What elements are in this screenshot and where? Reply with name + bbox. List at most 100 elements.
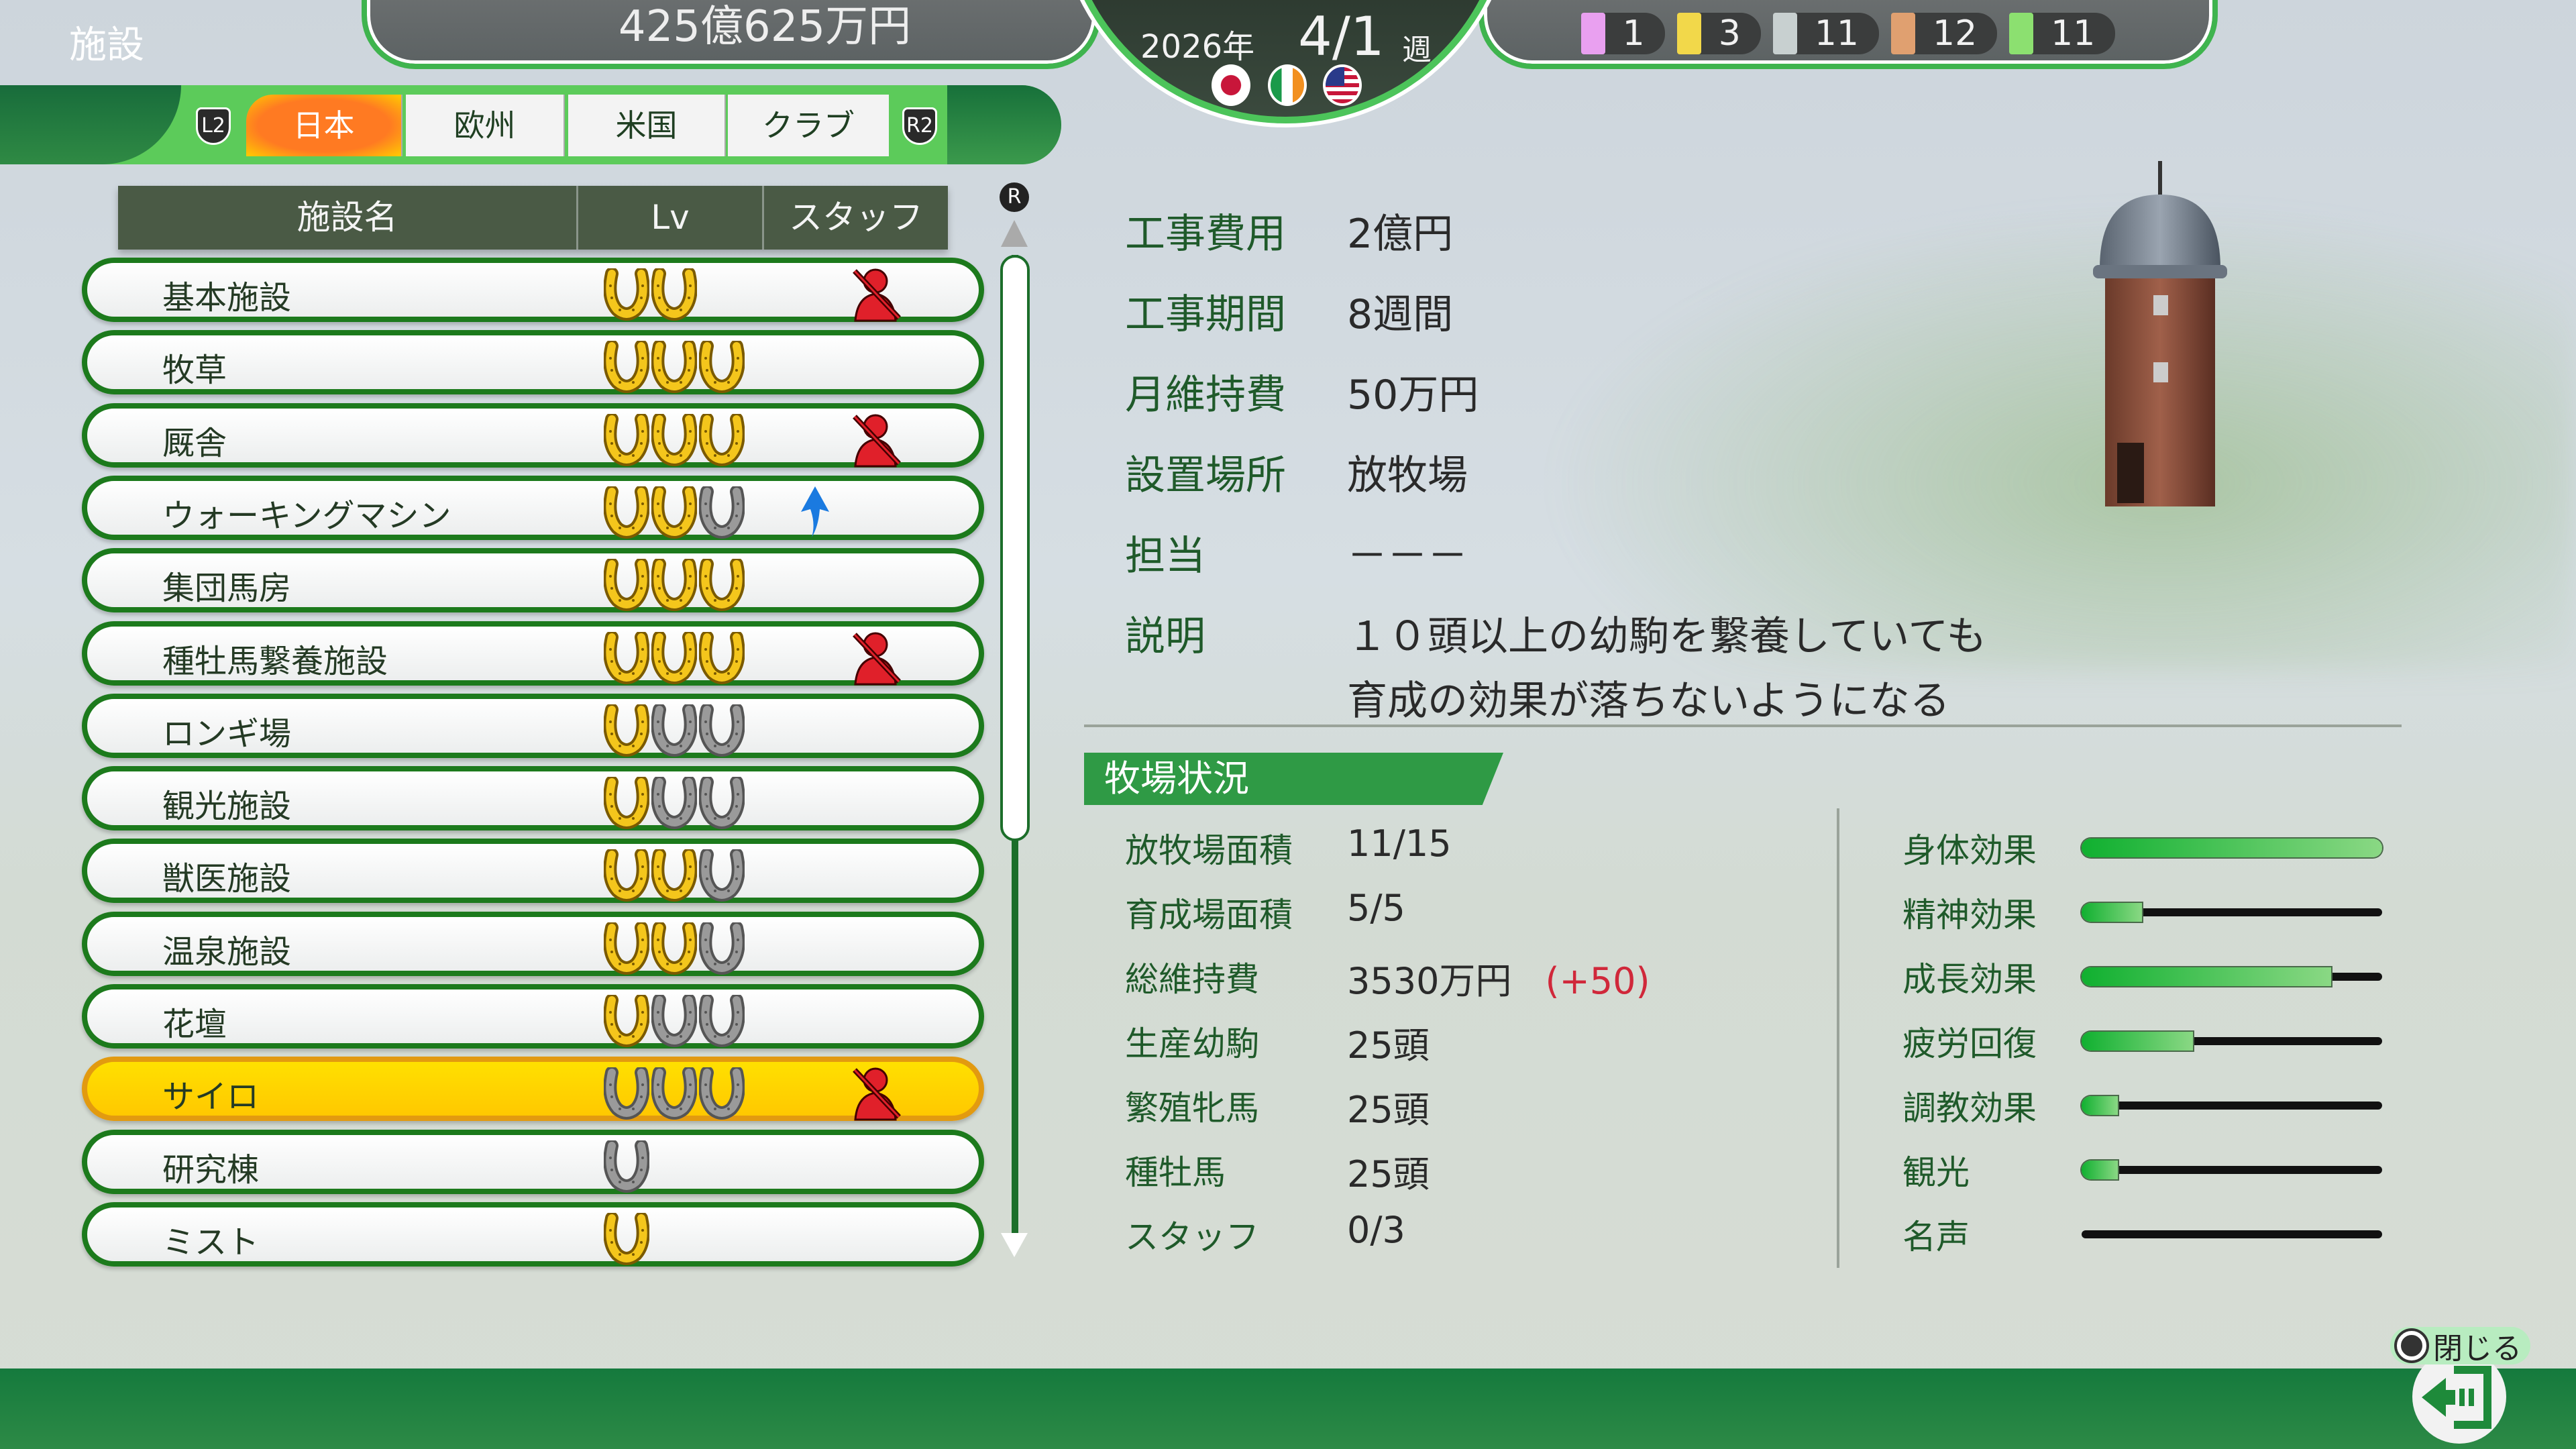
facility-level [604,341,745,394]
gold-horseshoe-icon [651,413,697,466]
facility-row[interactable]: 基本施設 [82,258,984,322]
facility-row[interactable]: 観光施設 [82,766,984,831]
gold-horseshoe-icon [604,631,649,684]
gray-horseshoe-icon [651,1067,697,1120]
column-header-name: 施設名 [118,186,578,250]
tab-club[interactable]: クラブ [728,95,889,156]
facility-row[interactable]: 温泉施設 [82,911,984,976]
gold-horseshoe-icon [604,922,649,975]
facility-level [604,268,697,321]
facility-level [604,413,745,466]
detail-value: －－－ [1347,533,1468,580]
facility-name: 花壇 [162,1006,227,1043]
facility-level [604,486,745,539]
silver-ticket-icon [1772,12,1797,54]
facility-row[interactable]: 獣医施設 [82,839,984,904]
detail-label: 工事期間 [1125,291,1286,338]
no-staff-icon [853,414,901,468]
facility-row[interactable]: 集団馬房 [82,548,984,613]
detail-value: 放牧場 [1347,452,1468,499]
scroll-down-icon[interactable] [1001,1233,1028,1257]
effect-bar [2082,1096,2382,1115]
effect-bar-fill [2082,839,2382,857]
tab-usa[interactable]: 米国 [568,95,726,156]
close-label: 閉じる [2433,1332,2522,1366]
facility-name: サイロ [162,1078,260,1116]
r2-button-icon[interactable]: R2 [902,107,937,145]
bronze-ticket-icon [1891,12,1915,54]
effect-bar [2082,1161,2382,1179]
facility-row[interactable]: ミスト [82,1201,984,1267]
facility-row[interactable]: 種牡馬繋養施設 [82,621,984,686]
gold-horseshoe-icon [604,1212,649,1265]
tab-japan[interactable]: 日本 [246,95,402,156]
ticket-count: 12 [1891,12,1998,54]
facility-row[interactable]: ウォーキングマシン [82,475,984,540]
stat-label: 総維持費 [1125,960,1259,999]
effect-bar-fill [2082,903,2142,922]
ticket-count-value: 12 [1933,13,1978,54]
gray-horseshoe-icon [699,1067,745,1120]
facility-name: 研究棟 [162,1150,260,1189]
detail-label: 月維持費 [1125,372,1286,419]
facility-level [604,1140,649,1193]
scroll-up-icon[interactable] [1001,220,1028,247]
facility-row[interactable]: 厩舎 [82,402,984,468]
facility-name: ミスト [162,1223,260,1261]
tab-europe[interactable]: 欧州 [406,95,565,156]
green-ticket-icon [2009,12,2034,54]
gold-horseshoe-icon [604,413,649,466]
usa-flag-icon [1323,64,1362,106]
effect-bar [2082,1032,2382,1051]
facility-name: 厩舎 [162,424,227,462]
effect-bar [2082,1230,2382,1238]
gray-horseshoe-icon [651,995,697,1047]
effect-label: 精神効果 [1902,896,2037,934]
column-header-level: Lv [578,186,764,250]
facility-level [604,559,745,612]
vertical-divider [1837,808,1839,1268]
l2-button-icon[interactable]: L2 [196,107,231,145]
gray-horseshoe-icon [699,777,745,830]
ticket-count: 11 [1772,12,1879,54]
facility-row[interactable]: サイロ [82,1057,984,1122]
screen-title: 施設 [69,23,144,67]
gold-horseshoe-icon [604,268,649,321]
facility-row[interactable]: 花壇 [82,984,984,1049]
facility-row[interactable]: 研究棟 [82,1129,984,1194]
facility-level [604,922,745,975]
effect-bar-fill [2082,967,2331,986]
stat-label: 育成場面積 [1125,896,1293,934]
gold-horseshoe-icon [699,341,745,394]
staff-status [845,1063,906,1126]
ticket-count: 3 [1676,12,1761,54]
effect-bar [2082,967,2382,986]
stat-label: スタッフ [1125,1218,1259,1256]
gold-horseshoe-icon [651,922,697,975]
exit-button[interactable] [2412,1350,2506,1444]
gold-horseshoe-icon [604,559,649,612]
stat-value-text: 3530万円 [1347,960,1512,1002]
effect-label: 身体効果 [1902,831,2037,870]
gold-horseshoe-icon [699,413,745,466]
gray-horseshoe-icon [699,922,745,975]
facility-name: 獣医施設 [162,860,292,898]
gold-horseshoe-icon [651,486,697,539]
ticket-count-value: 1 [1622,13,1645,54]
facility-name: 温泉施設 [162,932,292,971]
gold-horseshoe-icon [604,849,649,902]
close-button[interactable]: 閉じる [2390,1327,2530,1366]
gold-horseshoe-icon [651,631,697,684]
facility-row[interactable]: 牧草 [82,330,984,395]
stat-value-text: 25頭 [1347,1153,1430,1195]
facility-level [604,849,745,902]
gray-horseshoe-icon [604,1067,649,1120]
scrollbar-thumb[interactable] [1000,255,1030,841]
stat-value: 11/15 [1347,822,1452,865]
gray-horseshoe-icon [699,486,745,539]
detail-label: 工事費用 [1125,211,1286,258]
facility-row[interactable]: ロンギ場 [82,693,984,758]
divider [1084,724,2402,727]
stat-label: 繁殖牝馬 [1125,1089,1259,1128]
effect-bar-fill [2082,1161,2118,1179]
